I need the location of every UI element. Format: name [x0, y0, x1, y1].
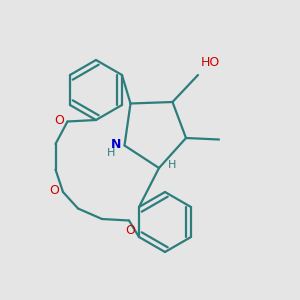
Text: O: O	[50, 184, 59, 197]
Text: HO: HO	[201, 56, 220, 69]
Text: N: N	[111, 137, 122, 151]
Text: H: H	[107, 148, 115, 158]
Text: O: O	[126, 224, 135, 237]
Text: O: O	[54, 113, 64, 127]
Text: H: H	[168, 160, 177, 170]
